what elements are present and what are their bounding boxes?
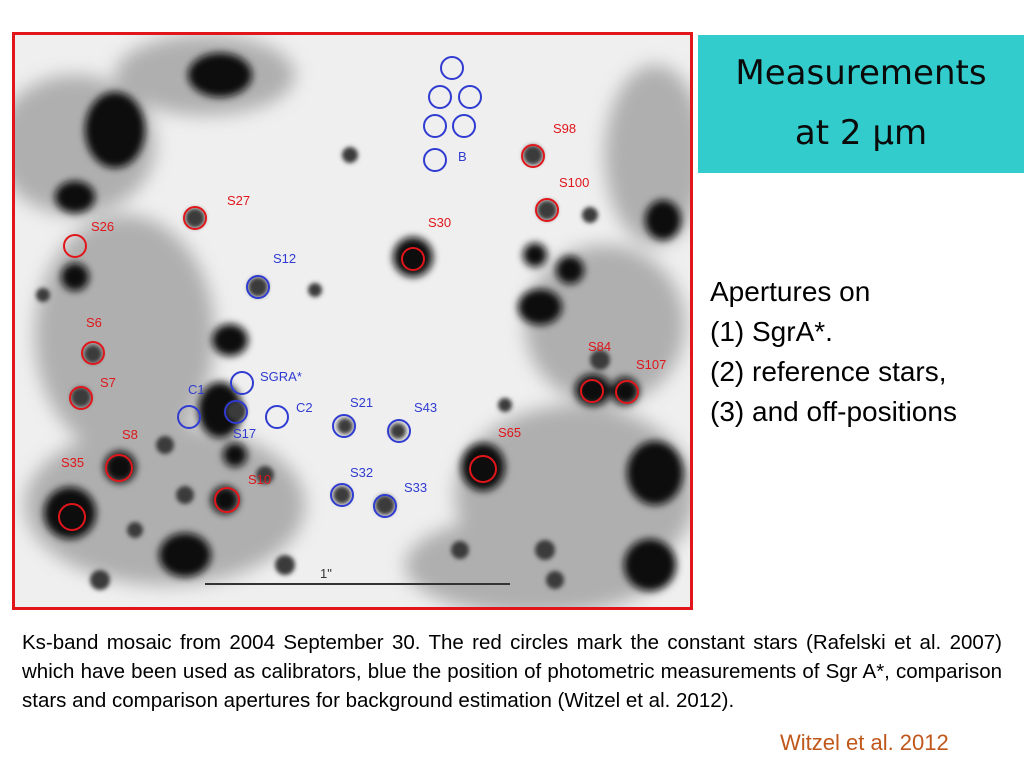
label-c2: C2 xyxy=(296,400,313,415)
label-s7: S7 xyxy=(100,375,116,390)
constant-star-circle-s6 xyxy=(81,341,105,365)
constant-star-circle-s98 xyxy=(521,144,545,168)
aperture-b-6 xyxy=(423,148,447,172)
title-line-1: Measurements xyxy=(735,53,987,93)
label-b: B xyxy=(458,149,467,164)
aperture-sgra xyxy=(230,371,254,395)
aperture-s12 xyxy=(246,275,270,299)
label-s43: S43 xyxy=(414,400,437,415)
aperture-s17 xyxy=(224,400,248,424)
constant-star-circle-s100 xyxy=(535,198,559,222)
aperture-c1 xyxy=(177,405,201,429)
label-s35: S35 xyxy=(61,455,84,470)
label-s17: S17 xyxy=(233,426,256,441)
constant-star-circle-s10 xyxy=(214,487,240,513)
constant-star-circle-s26 xyxy=(63,234,87,258)
label-s33: S33 xyxy=(404,480,427,495)
label-s65: S65 xyxy=(498,425,521,440)
aperture-c2 xyxy=(265,405,289,429)
aperture-s21 xyxy=(332,414,356,438)
ks-band-mosaic-figure: S98 S100 S27 S26 S30 S6 S7 S84 S107 S8 S… xyxy=(12,32,693,610)
constant-star-circle-s35 xyxy=(58,503,86,531)
title-line-2: at 2 μm xyxy=(794,113,928,153)
label-s98: S98 xyxy=(553,121,576,136)
constant-star-circle-s7 xyxy=(69,386,93,410)
label-s26: S26 xyxy=(91,219,114,234)
label-s8: S8 xyxy=(122,427,138,442)
title-box: Measurements at 2 μm xyxy=(698,35,1024,173)
label-s21: S21 xyxy=(350,395,373,410)
label-s84: S84 xyxy=(588,339,611,354)
aperture-s32 xyxy=(330,483,354,507)
constant-star-circle-s65 xyxy=(469,455,497,483)
aperture-b-5 xyxy=(452,114,476,138)
constant-star-circle-s8 xyxy=(105,454,133,482)
aperture-s43 xyxy=(387,419,411,443)
label-c1: C1 xyxy=(188,382,205,397)
apertures-description: Apertures on (1) SgrA*. (2) reference st… xyxy=(710,272,957,432)
label-s107: S107 xyxy=(636,357,666,372)
label-s12: S12 xyxy=(273,251,296,266)
aperture-s33 xyxy=(373,494,397,518)
aperture-b-2 xyxy=(428,85,452,109)
constant-star-circle-s107 xyxy=(615,380,639,404)
apertures-line-2: (1) SgrA*. xyxy=(710,316,833,347)
apertures-line-1: Apertures on xyxy=(710,276,871,307)
label-s27: S27 xyxy=(227,193,250,208)
aperture-b-3 xyxy=(458,85,482,109)
figure-caption: Ks-band mosaic from 2004 September 30. T… xyxy=(22,631,1002,712)
label-s32: S32 xyxy=(350,465,373,480)
apertures-line-3: (2) reference stars, xyxy=(710,356,947,387)
label-s6: S6 xyxy=(86,315,102,330)
label-s100: S100 xyxy=(559,175,589,190)
mosaic-image: S98 S100 S27 S26 S30 S6 S7 S84 S107 S8 S… xyxy=(15,35,690,607)
constant-star-circle-s84 xyxy=(580,379,604,403)
apertures-line-4: (3) and off-positions xyxy=(710,396,957,427)
scale-bar-label: 1" xyxy=(320,566,332,581)
constant-star-circle-s30 xyxy=(401,247,425,271)
aperture-b-1 xyxy=(440,56,464,80)
label-s30: S30 xyxy=(428,215,451,230)
aperture-b-4 xyxy=(423,114,447,138)
constant-star-circle-s27 xyxy=(183,206,207,230)
label-sgra: SGRA* xyxy=(260,369,302,384)
label-s10: S10 xyxy=(248,472,271,487)
citation: Witzel et al. 2012 xyxy=(780,730,949,755)
